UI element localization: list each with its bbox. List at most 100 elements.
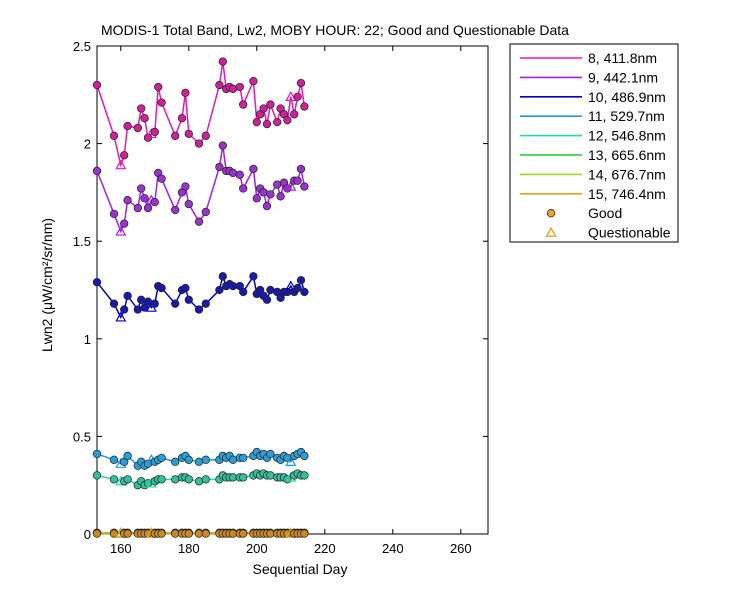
good-point: [181, 182, 190, 191]
good-point: [171, 457, 180, 466]
good-point: [252, 194, 261, 203]
legend-entry: 8, 411.8nm: [588, 50, 657, 66]
series-line: [96, 61, 306, 168]
good-point: [92, 471, 102, 480]
good-point: [171, 131, 180, 140]
questionable-point: [285, 456, 297, 466]
good-point: [296, 276, 306, 285]
good-point: [273, 117, 282, 127]
x-tick-label: 200: [246, 541, 268, 556]
good-point: [154, 82, 163, 92]
x-tick-label: 260: [450, 541, 472, 556]
legend-entry: Good: [588, 205, 622, 221]
good-point: [157, 174, 166, 183]
good-point: [109, 209, 119, 219]
good-point: [239, 473, 248, 482]
good-point: [137, 104, 146, 113]
y-axis-label: Lwn2 (μW/cm²/sr/nm): [39, 218, 55, 352]
good-point: [140, 114, 149, 123]
legend-entry: 13, 665.6nm: [588, 147, 666, 163]
good-point: [201, 299, 210, 308]
good-point: [215, 285, 224, 295]
good-point: [171, 205, 180, 215]
good-point: [194, 139, 204, 148]
good-point: [171, 299, 180, 308]
good-point: [239, 184, 248, 193]
chart-title: MODIS-1 Total Band, Lw2, MOBY HOUR: 22; …: [101, 22, 569, 38]
good-point: [184, 129, 193, 138]
good-point: [293, 176, 302, 185]
good-point: [276, 192, 285, 201]
legend-questionable-marker: [545, 226, 557, 237]
good-point: [123, 475, 132, 484]
y-tick-label: 0: [84, 527, 91, 542]
questionable-point: [285, 91, 297, 101]
good-point: [228, 168, 238, 178]
good-point: [300, 182, 309, 191]
good-point: [123, 529, 132, 538]
good-point: [157, 98, 166, 107]
good-point: [283, 116, 292, 125]
good-point: [239, 100, 248, 109]
legend-entry: 14, 676.7nm: [588, 166, 666, 182]
good-point: [123, 121, 132, 131]
legend-entry: 11, 529.7nm: [588, 108, 665, 124]
good-point: [252, 117, 261, 127]
good-point: [273, 180, 282, 189]
good-point: [184, 199, 193, 209]
questionable-point: [285, 180, 297, 191]
x-tick-label: 180: [178, 541, 200, 556]
good-point: [228, 84, 238, 94]
good-point: [266, 190, 275, 199]
good-point: [171, 475, 180, 484]
good-point: [262, 201, 272, 211]
series-markers: [92, 57, 309, 538]
good-point: [239, 529, 248, 538]
good-point: [300, 471, 309, 480]
good-point: [249, 272, 258, 281]
good-point: [201, 529, 210, 538]
good-point: [120, 305, 129, 314]
good-point: [266, 285, 275, 295]
good-point: [157, 283, 166, 293]
good-point: [109, 475, 119, 484]
legend-good-marker: [546, 209, 556, 218]
good-point: [266, 471, 275, 480]
good-point: [259, 188, 268, 197]
good-point: [181, 88, 190, 97]
good-point: [296, 164, 306, 174]
good-point: [201, 455, 210, 464]
good-point: [133, 305, 142, 314]
good-point: [150, 299, 159, 308]
good-point: [184, 529, 193, 538]
good-point: [262, 119, 272, 129]
x-axis-label: Sequential Day: [253, 561, 348, 577]
good-point: [228, 455, 238, 464]
good-point: [215, 162, 224, 172]
good-point: [259, 104, 268, 113]
good-point: [123, 451, 132, 461]
good-point: [157, 453, 166, 463]
good-point: [109, 131, 119, 140]
good-point: [109, 455, 119, 464]
good-point: [266, 100, 275, 109]
good-point: [120, 151, 129, 160]
good-point: [137, 184, 146, 193]
legend-entry: 15, 746.4nm: [588, 186, 666, 202]
good-point: [137, 295, 146, 304]
good-point: [181, 283, 190, 293]
good-point: [140, 194, 149, 203]
legend: 8, 411.8nm 9, 442.1nm 10, 486.9nm 11, 529.7…: [509, 43, 679, 243]
x-tick-label: 240: [382, 541, 404, 556]
good-point: [177, 114, 187, 123]
good-point: [300, 102, 309, 111]
good-point: [201, 475, 210, 484]
good-point: [239, 453, 248, 463]
good-point: [157, 475, 166, 484]
good-point: [194, 477, 204, 486]
good-point: [290, 110, 299, 119]
good-point: [296, 78, 306, 88]
good-point: [92, 449, 102, 459]
